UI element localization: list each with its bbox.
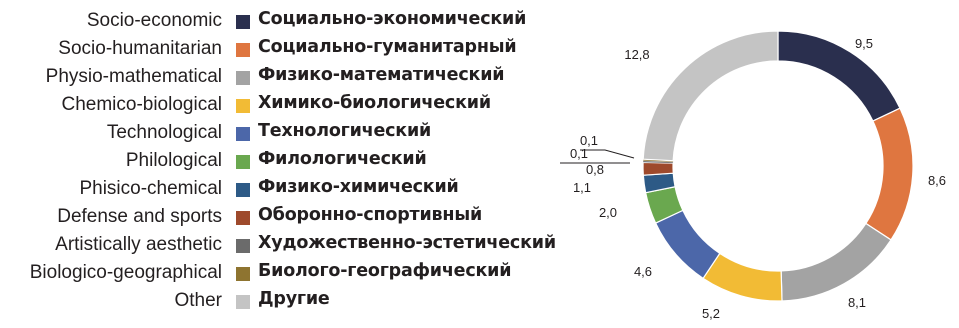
legend-swatch [236, 99, 250, 113]
legend-en-label: Philological [125, 150, 222, 171]
legend-item-socio-humanitarian: Socio-humanitarian Социально-гуманитарны… [0, 36, 560, 64]
legend-item-technological: Technological Технологический [0, 120, 560, 148]
leader-line-biologico-geographical [580, 149, 635, 159]
legend-swatch [236, 183, 250, 197]
legend-ru-label: Химико-биологический [258, 93, 491, 113]
value-label-socio-economic: 9,5 [855, 36, 873, 51]
value-label-philological: 2,0 [599, 205, 617, 220]
legend-item-physio-mathematical: Physio-mathematical Физико-математически… [0, 64, 560, 92]
legend-en-label: Artistically aesthetic [55, 234, 222, 255]
slice-socio-economic [777, 30, 901, 122]
legend-en-label: Socio-economic [86, 10, 222, 31]
legend-en-label: Physio-mathematical [45, 66, 222, 87]
legend-en-label: Socio-humanitarian [58, 38, 222, 59]
value-label-biologico-geographical: 0,1 [580, 133, 598, 148]
legend-ru-label: Технологический [258, 121, 432, 141]
donut-slices [642, 30, 914, 302]
legend-swatch [236, 239, 250, 253]
slice-socio-humanitarian [865, 107, 914, 241]
legend-swatch [236, 15, 250, 29]
legend-item-philological: Philological Филологический [0, 148, 560, 176]
legend-en-label: Phisico-chemical [79, 178, 222, 199]
value-labels: 9,58,68,15,24,62,01,10,80,10,112,8 [570, 36, 946, 321]
donut-chart: 9,58,68,15,24,62,01,10,80,10,112,8 [560, 30, 946, 321]
legend-en-label: Defense and sports [57, 206, 222, 227]
legend-item-artistically-aesthetic: Artistically aesthetic Художественно-эст… [0, 232, 560, 260]
legend-swatch [236, 211, 250, 225]
leader-lines [560, 149, 635, 164]
slice-technological [654, 209, 721, 280]
legend-ru-label: Биолого-географический [258, 261, 512, 281]
legend-item-defense-and-sports: Defense and sports Оборонно-спортивный [0, 204, 560, 232]
value-label-socio-humanitarian: 8,6 [928, 173, 946, 188]
legend-item-biologico-geographical: Biologico-geographical Биолого-географич… [0, 260, 560, 288]
value-label-artistically-aesthetic: 0,1 [570, 146, 588, 161]
legend-en-label: Technological [106, 122, 222, 143]
value-label-other: 12,8 [624, 47, 649, 62]
legend-ru-label: Физико-химический [258, 177, 459, 197]
value-label-defense-and-sports: 0,8 [586, 162, 604, 177]
legend-swatch [236, 71, 250, 85]
value-label-phisico-chemical: 1,1 [573, 180, 591, 195]
legend-swatch [236, 267, 250, 281]
legend-item-phisico-chemical: Phisico-chemical Физико-химический [0, 176, 560, 204]
legend-ru-label: Филологический [258, 149, 427, 169]
legend-swatch [236, 127, 250, 141]
legend-en-label: Other [174, 290, 222, 311]
value-label-chemico-biological: 5,2 [702, 306, 720, 321]
legend-ru-label: Оборонно-спортивный [258, 205, 483, 225]
legend-swatch [236, 43, 250, 57]
legend-ru-label: Физико-математический [258, 65, 505, 85]
legend-ru-label: Другие [258, 289, 330, 309]
slice-other [642, 30, 779, 162]
legend-item-other: Other Другие [0, 288, 560, 316]
legend-item-socio-economic: Socio-economic Социально-экономический [0, 8, 560, 36]
value-label-technological: 4,6 [634, 264, 652, 279]
legend-swatch [236, 295, 250, 309]
slice-defense-and-sports [642, 161, 674, 176]
slice-physio-mathematical [780, 222, 892, 302]
legend-en-label: Biologico-geographical [29, 262, 222, 283]
legend-ru-label: Художественно-эстетический [258, 233, 556, 253]
legend-item-chemico-biological: Chemico-biological Химико-биологический [0, 92, 560, 120]
legend-ru-label: Социально-экономический [258, 9, 527, 29]
legend-en-label: Chemico-biological [61, 94, 222, 115]
legend-ru-label: Социально-гуманитарный [258, 37, 517, 57]
legend-swatch [236, 155, 250, 169]
value-label-physio-mathematical: 8,1 [848, 295, 866, 310]
